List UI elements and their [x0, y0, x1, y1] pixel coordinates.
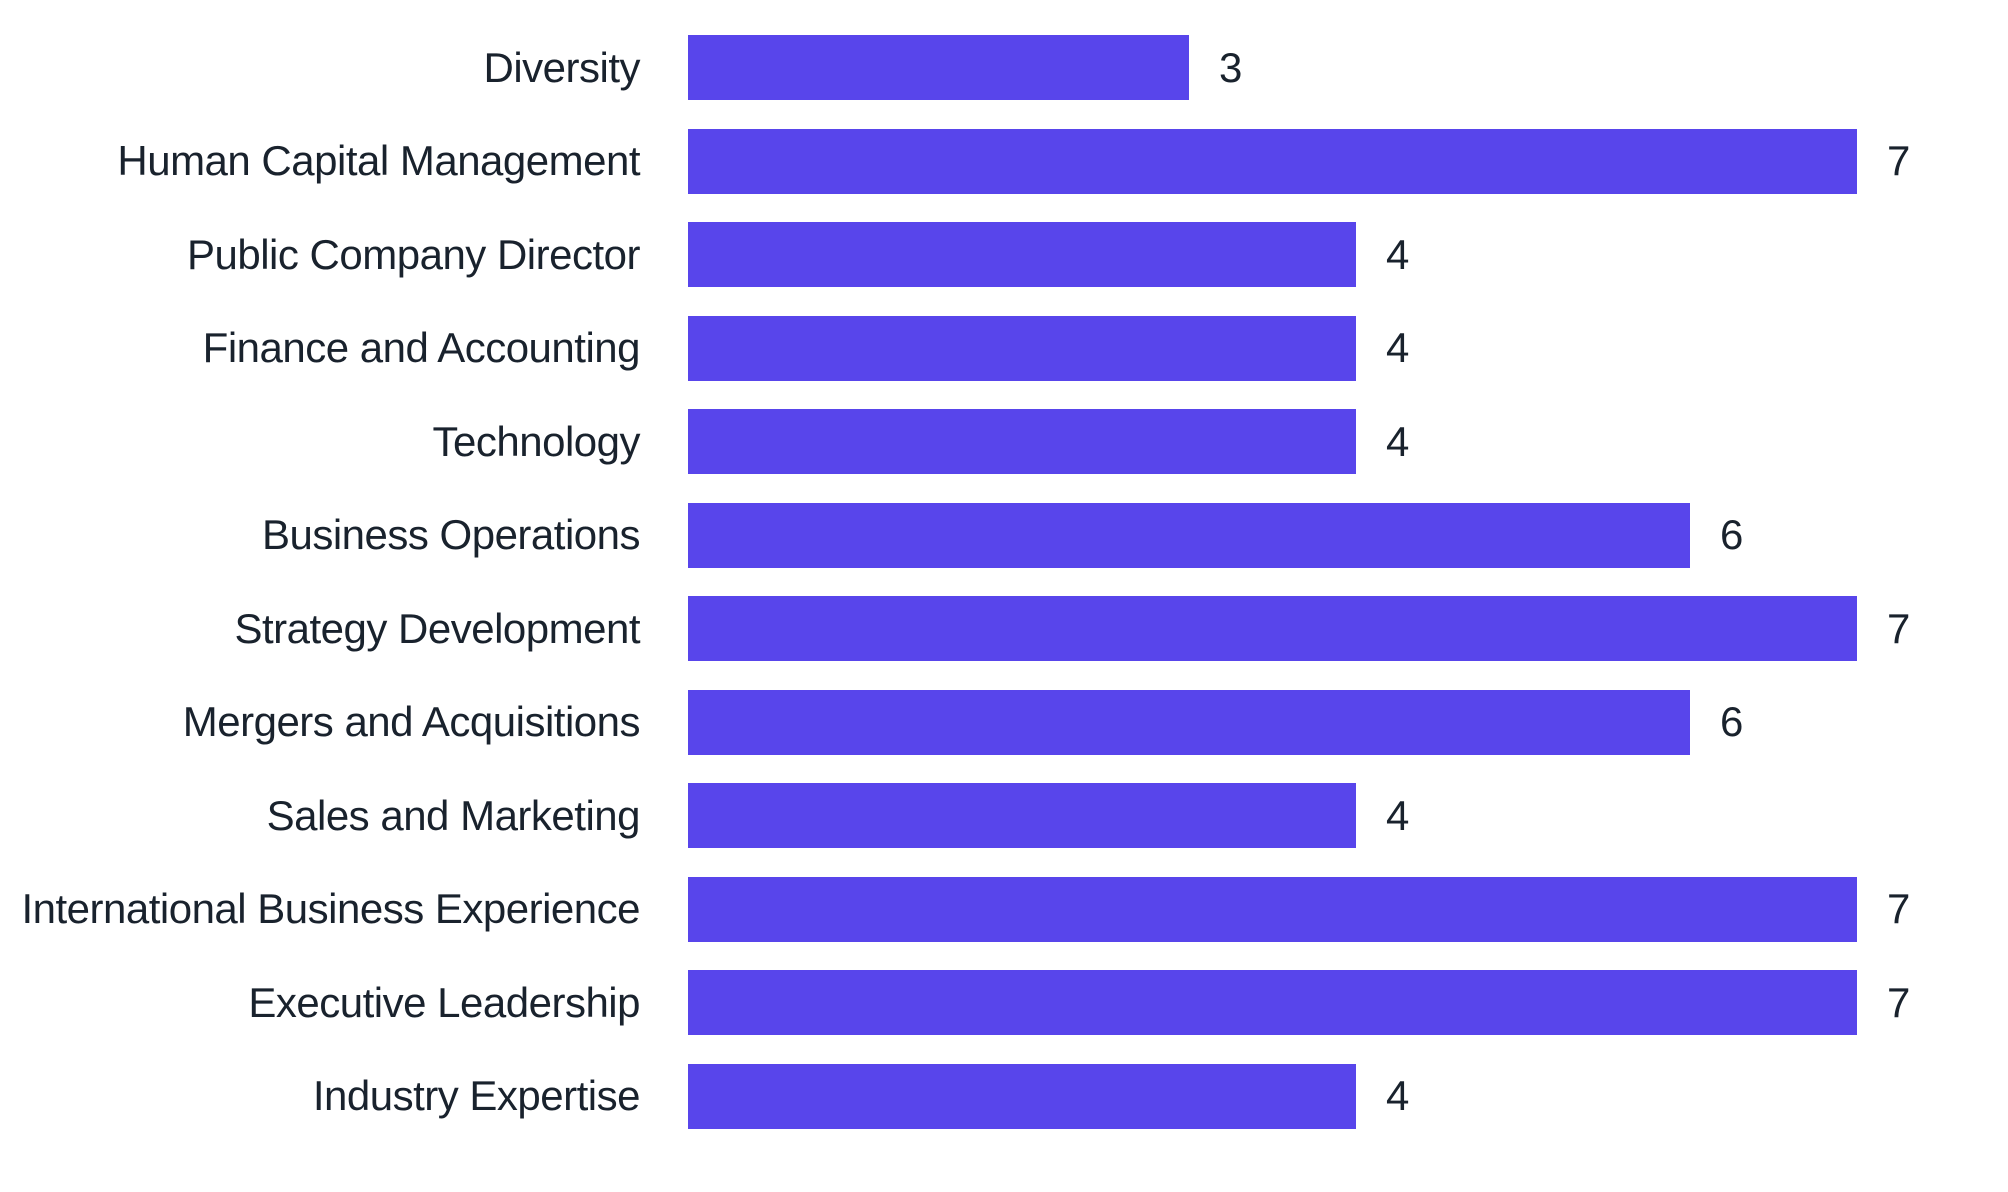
bar-row: Finance and Accounting 4: [0, 302, 2008, 396]
bar-area: 4: [688, 208, 2008, 302]
value-label: 4: [1386, 324, 1409, 372]
bar: [688, 596, 1857, 662]
bar-area: 7: [688, 582, 2008, 676]
value-label: 7: [1887, 604, 1910, 652]
category-label: International Business Experience: [21, 885, 640, 933]
bar: [688, 876, 1857, 942]
bar-row: Technology 4: [0, 395, 2008, 489]
bar-row: Public Company Director 4: [0, 208, 2008, 302]
bar: [688, 1063, 1356, 1129]
bar-area: 4: [688, 395, 2008, 489]
value-label: 6: [1720, 511, 1743, 559]
bar: [688, 689, 1690, 755]
bar-area: 7: [688, 115, 2008, 209]
category-label: Technology: [432, 417, 641, 465]
bar: [688, 409, 1356, 475]
category-label: Finance and Accounting: [202, 324, 641, 372]
bar-area: 4: [688, 1050, 2008, 1144]
value-label: 7: [1887, 885, 1910, 933]
bar-area: 7: [688, 863, 2008, 957]
category-label: Mergers and Acquisitions: [182, 698, 641, 746]
category-label: Diversity: [483, 43, 640, 91]
bar: [688, 222, 1356, 288]
bar-area: 4: [688, 769, 2008, 863]
bar: [688, 783, 1356, 849]
value-label: 3: [1219, 43, 1242, 91]
bar-row: Industry Expertise 4: [0, 1050, 2008, 1144]
bar-area: 4: [688, 302, 2008, 396]
value-label: 4: [1386, 791, 1409, 839]
category-label: Industry Expertise: [312, 1072, 641, 1120]
bar-area: 6: [688, 676, 2008, 770]
value-label: 4: [1386, 1072, 1409, 1120]
category-label: Executive Leadership: [248, 978, 640, 1026]
bar-row: Human Capital Management 7: [0, 115, 2008, 209]
bar: [688, 970, 1857, 1036]
value-label: 4: [1386, 230, 1409, 278]
bar-row: Diversity 3: [0, 21, 2008, 115]
bar-row: Mergers and Acquisitions 6: [0, 676, 2008, 770]
value-label: 7: [1887, 137, 1910, 185]
category-label: Human Capital Management: [117, 137, 640, 185]
bar-row: Executive Leadership 7: [0, 956, 2008, 1050]
category-label: Sales and Marketing: [266, 791, 641, 839]
bar-area: 7: [688, 956, 2008, 1050]
bar: [688, 502, 1690, 568]
bar-row: International Business Experience 7: [0, 863, 2008, 957]
bar-row: Sales and Marketing 4: [0, 769, 2008, 863]
bar: [688, 128, 1857, 194]
category-label: Public Company Director: [186, 230, 641, 278]
bar: [688, 35, 1189, 101]
value-label: 7: [1887, 978, 1910, 1026]
bar-area: 3: [688, 21, 2008, 115]
bar: [688, 315, 1356, 381]
value-label: 4: [1386, 417, 1409, 465]
bar-row: Business Operations 6: [0, 489, 2008, 583]
bar-row: Strategy Development 7: [0, 582, 2008, 676]
category-label: Business Operations: [261, 511, 641, 559]
bar-area: 6: [688, 489, 2008, 583]
value-label: 6: [1720, 698, 1743, 746]
category-label: Strategy Development: [234, 604, 640, 652]
